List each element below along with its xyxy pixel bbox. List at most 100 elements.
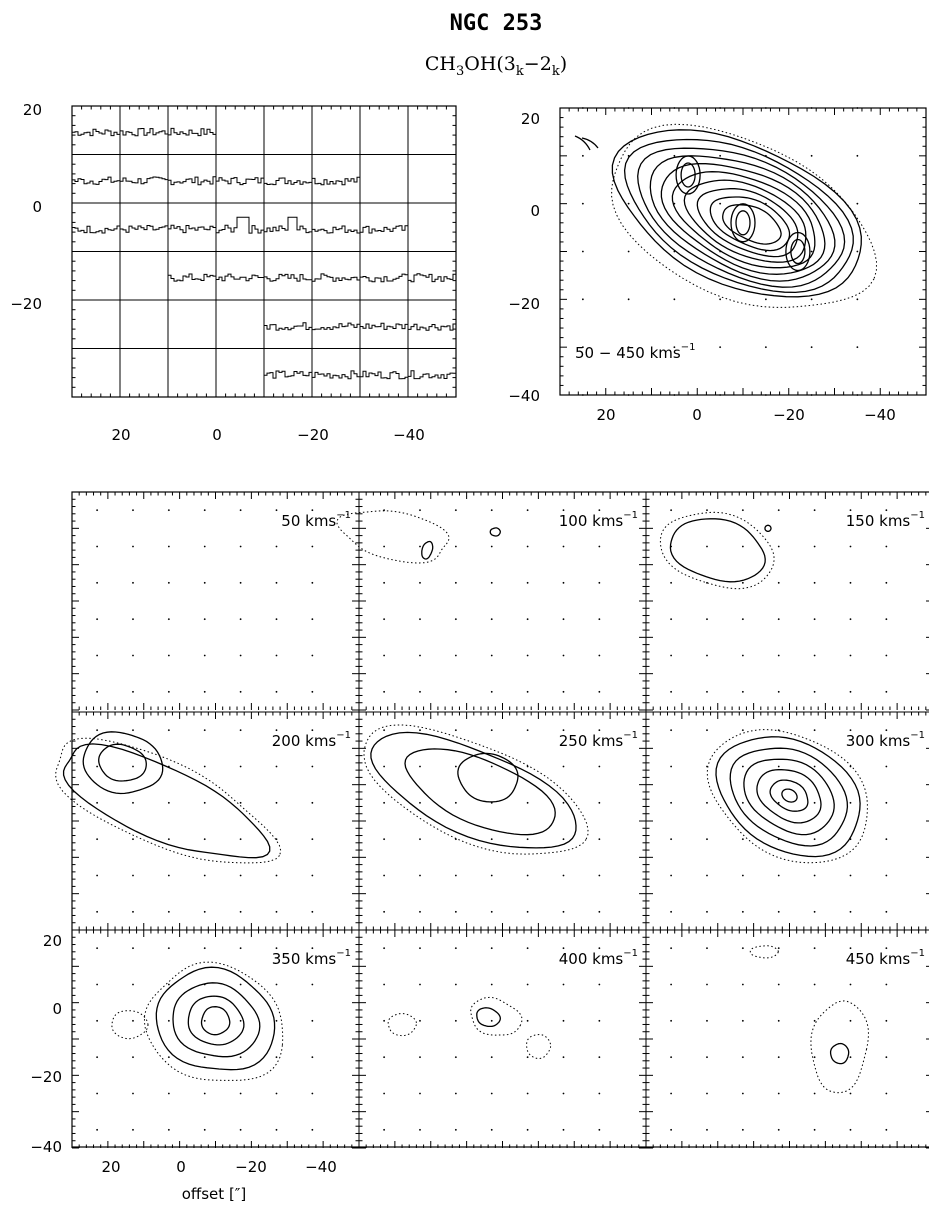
channel-contour-3-2 xyxy=(82,731,164,795)
channel-label-150: 150 kms−1 xyxy=(846,510,925,530)
channel-contour-7-2 xyxy=(387,1013,417,1037)
int-peak-2 xyxy=(790,238,806,265)
int-contour-7 xyxy=(696,188,799,258)
spectral-map-panel: 20 0 −20 20 0 −20 −40 xyxy=(10,101,457,444)
channel-contour-1-1 xyxy=(421,540,434,560)
channel-contour-6-3 xyxy=(187,995,245,1046)
channel-contour-8-0 xyxy=(810,1000,870,1094)
spec-y-tick-neg20: −20 xyxy=(10,295,42,313)
channel-maps-panel: 50 kms−1 100 kms−1 150 kms−1 200 kms−1 250 k… xyxy=(30,491,929,1203)
channel-contour-7-0 xyxy=(470,996,523,1036)
chart-subtitle: CH3OH(3k−2k) xyxy=(425,53,567,79)
int-y-tick-neg40: −40 xyxy=(508,387,540,405)
chan-x-tick-0: 0 xyxy=(176,1158,186,1176)
channel-contour-1-2 xyxy=(489,527,501,537)
channel-contours xyxy=(55,510,870,1094)
int-contour-0 xyxy=(611,129,862,298)
channel-contour-4-1 xyxy=(370,731,577,849)
channel-contour-5-0 xyxy=(706,729,868,864)
channel-label-300: 300 kms−1 xyxy=(846,730,925,750)
spectrum-row-0 xyxy=(71,127,216,137)
int-x-tick-neg20: −20 xyxy=(773,406,805,424)
spectrum-row-5 xyxy=(263,370,456,380)
channel-label-250: 250 kms−1 xyxy=(559,730,638,750)
spec-x-tick-20: 20 xyxy=(111,426,130,444)
channel-label-100: 100 kms−1 xyxy=(559,510,638,530)
channel-contour-6-2 xyxy=(172,982,261,1058)
int-y-tick-neg20: −20 xyxy=(508,295,540,313)
chart-title: NGC 253 xyxy=(450,11,543,36)
channel-contour-5-6 xyxy=(781,788,798,803)
chan-y-tick-20: 20 xyxy=(43,932,62,950)
channel-label-450: 450 kms−1 xyxy=(846,948,925,968)
channel-contour-5-2 xyxy=(729,747,849,847)
int-peak-0 xyxy=(680,162,696,188)
integrated-contours xyxy=(574,123,878,308)
spec-x-tick-0: 0 xyxy=(212,426,222,444)
int-y-tick-0: 0 xyxy=(530,202,540,220)
int-contour-8 xyxy=(709,196,791,252)
channel-contour-2-2 xyxy=(764,524,772,532)
channel-contour-6-5 xyxy=(111,1010,149,1040)
spec-y-tick-20: 20 xyxy=(23,101,42,119)
spectrum-row-4 xyxy=(263,322,456,331)
channel-contour-7-3 xyxy=(526,1033,552,1060)
channel-contour-6-1 xyxy=(155,966,276,1071)
spectrum-row-3 xyxy=(167,273,456,283)
channel-label-200: 200 kms−1 xyxy=(272,730,351,750)
channel-contour-5-5 xyxy=(769,779,809,812)
spectrum-row-1 xyxy=(71,176,360,186)
int-contour-5 xyxy=(671,171,816,269)
int-peak-1 xyxy=(735,210,751,236)
channel-contour-8-1 xyxy=(829,1042,850,1065)
int-contour-2 xyxy=(637,147,846,288)
spec-x-tick-neg20: −20 xyxy=(297,426,329,444)
int-y-tick-20: 20 xyxy=(521,110,540,128)
channel-contour-3-1 xyxy=(62,743,271,859)
int-x-tick-neg40: −40 xyxy=(864,406,896,424)
channel-contour-5-3 xyxy=(743,758,835,836)
x-axis-label: offset [″] xyxy=(182,1185,247,1203)
chan-y-tick-0: 0 xyxy=(52,1000,62,1018)
channel-contour-3-3 xyxy=(98,743,147,782)
channel-label-400: 400 kms−1 xyxy=(559,948,638,968)
spec-x-tick-neg40: −40 xyxy=(393,426,425,444)
channel-contour-2-0 xyxy=(659,511,775,590)
channel-contour-6-4 xyxy=(200,1006,231,1036)
channel-contour-2-1 xyxy=(669,518,766,583)
channel-contour-1-0 xyxy=(336,510,450,564)
integrated-velocity-range: 50 − 450 kms−1 xyxy=(575,342,695,362)
int-contour-1 xyxy=(623,138,854,294)
channel-contour-6-0 xyxy=(143,961,284,1081)
channel-contour-5-4 xyxy=(756,769,822,824)
chan-y-tick-neg20: −20 xyxy=(30,1068,62,1086)
chan-x-tick-neg40: −40 xyxy=(305,1158,337,1176)
channel-contour-7-1 xyxy=(476,1007,501,1028)
int-x-tick-20: 20 xyxy=(596,406,615,424)
channel-contour-4-0 xyxy=(363,724,589,855)
int-contour-4 xyxy=(660,162,826,275)
chan-x-tick-20: 20 xyxy=(101,1158,120,1176)
int-peak-ring-0 xyxy=(675,155,701,195)
channel-label-350: 350 kms−1 xyxy=(272,948,351,968)
channel-contour-4-2 xyxy=(404,748,556,836)
spec-y-tick-0: 0 xyxy=(32,198,42,216)
integrated-intensity-panel: 20 0 −20 −40 20 0 −20 −40 50 − 450 kms−1 xyxy=(508,107,927,424)
channel-contour-5-1 xyxy=(715,736,861,858)
channel-contour-4-3 xyxy=(457,752,519,803)
channel-contour-8-2 xyxy=(749,945,779,959)
int-peak-ring-2 xyxy=(785,231,811,272)
int-peak-ring-1 xyxy=(730,203,756,243)
int-edge-arc xyxy=(581,137,599,149)
int-contour-3 xyxy=(649,155,836,282)
spectrum-row-2 xyxy=(71,216,408,234)
channel-contour-3-0 xyxy=(55,737,282,864)
channel-maps-frame xyxy=(71,491,929,1148)
int-contour-9 xyxy=(722,204,782,245)
int-x-tick-0: 0 xyxy=(692,406,702,424)
chan-x-tick-neg20: −20 xyxy=(235,1158,267,1176)
channel-label-50: 50 kms−1 xyxy=(281,510,351,530)
chan-y-tick-neg40: −40 xyxy=(30,1138,62,1156)
int-edge-arc-2 xyxy=(574,135,591,151)
